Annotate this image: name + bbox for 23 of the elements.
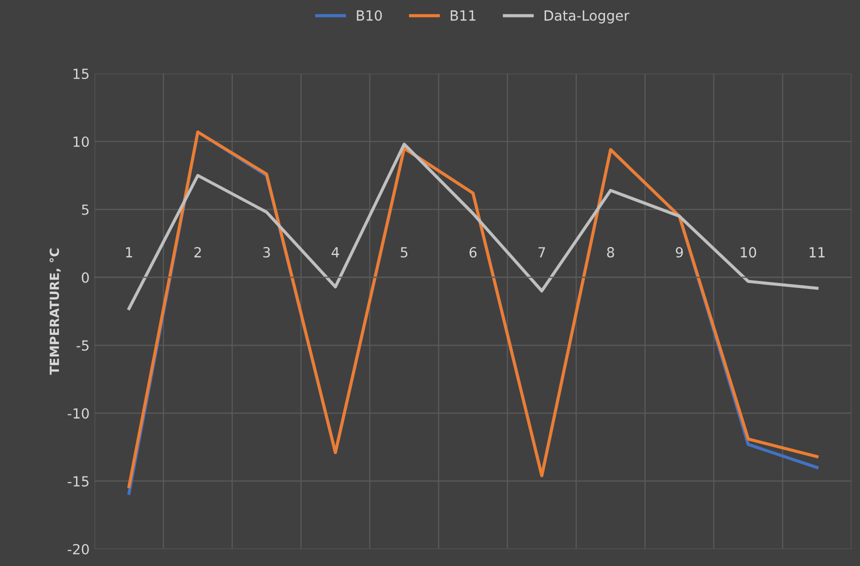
x-tick-label: 2 bbox=[194, 247, 201, 258]
y-tick-label: -10 bbox=[68, 408, 89, 419]
legend-label: B10 bbox=[356, 10, 382, 21]
x-tick-label: 9 bbox=[676, 247, 683, 258]
x-tick-label: 1 bbox=[126, 247, 132, 258]
y-tick-label: -15 bbox=[68, 476, 89, 487]
x-tick-label: 11 bbox=[810, 247, 825, 258]
x-tick-label: 8 bbox=[607, 247, 614, 258]
x-tick-label: 6 bbox=[470, 247, 477, 258]
x-tick-label: 5 bbox=[400, 247, 408, 258]
y-tick-label: -20 bbox=[68, 544, 89, 554]
x-tick-label: 10 bbox=[740, 247, 756, 258]
x-tick-label: 3 bbox=[263, 247, 270, 258]
legend-label: Data-Logger bbox=[544, 10, 630, 24]
y-tick-label: 10 bbox=[74, 136, 89, 147]
y-tick-label: 15 bbox=[74, 68, 89, 80]
legend-label: B11 bbox=[450, 10, 476, 21]
x-tick-label: 7 bbox=[538, 247, 546, 258]
y-axis-title: TEMPERATURE, °C bbox=[50, 248, 61, 375]
y-tick-label: -5 bbox=[76, 340, 89, 351]
y-tick-label: 0 bbox=[82, 272, 89, 283]
y-tick-label: 5 bbox=[82, 204, 89, 215]
x-tick-label: 4 bbox=[332, 247, 340, 258]
